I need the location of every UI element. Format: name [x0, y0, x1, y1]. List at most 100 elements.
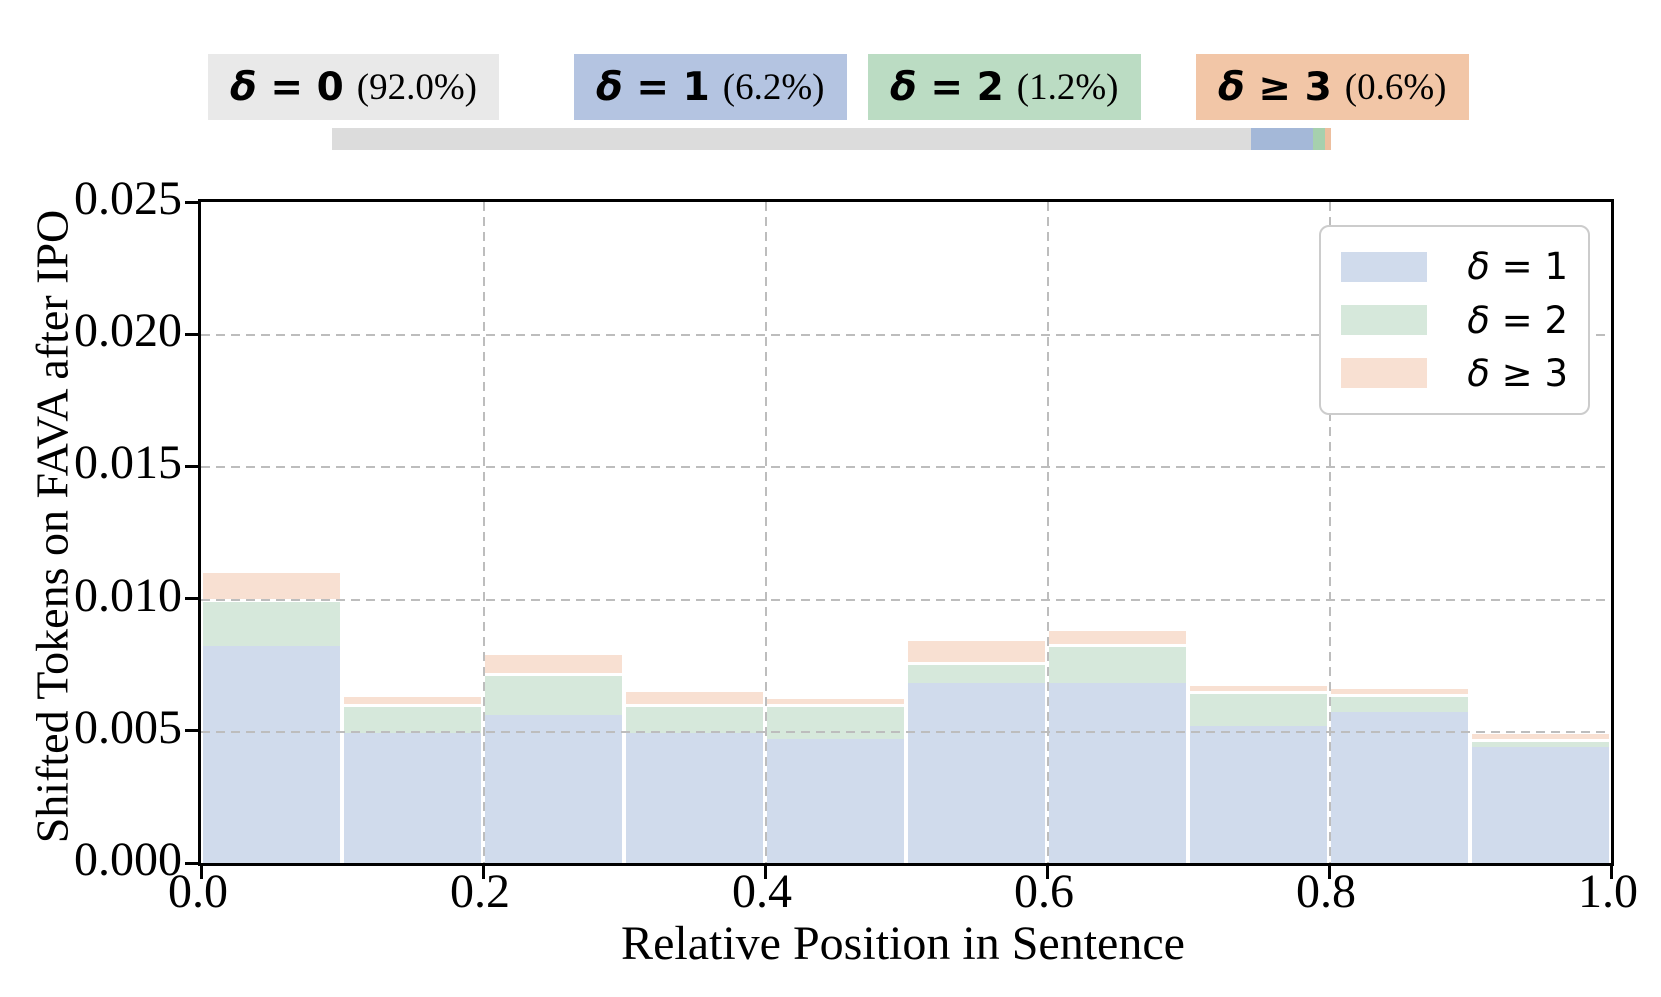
chip-percent-label: (0.6%) [1344, 66, 1447, 108]
y-tick-label: 0.005 [74, 700, 182, 754]
bar-segment [1049, 683, 1186, 863]
chip-delta-label: δ = 2 [890, 64, 1004, 110]
bar-segment [344, 693, 481, 705]
bar-segment [626, 733, 763, 863]
delta-symbol: δ [230, 64, 257, 110]
chip-delta-label: δ = 0 [230, 64, 344, 110]
delta-proportion-bar [332, 128, 1331, 150]
y-tick-mark [185, 332, 198, 336]
bar-column [624, 202, 765, 863]
v-gridline [1329, 202, 1331, 863]
delta-chip: δ = 2 (1.2%) [868, 54, 1141, 120]
legend-swatch [1341, 358, 1427, 389]
bar-column [1329, 202, 1470, 863]
bar-segment [1190, 725, 1327, 863]
bar-segment [908, 662, 1045, 684]
legend-label: δ = 2 [1467, 298, 1568, 342]
delta-symbol: δ [1467, 298, 1490, 342]
y-tick-mark [185, 200, 198, 204]
bar-column [1470, 202, 1611, 863]
bar-column [342, 202, 483, 863]
y-tick-label: 0.020 [74, 304, 182, 358]
bar-segment [1331, 712, 1468, 863]
bar-segment [1331, 685, 1468, 694]
bar-segment [203, 569, 340, 599]
bar-segment [485, 714, 622, 863]
bar-column [1188, 202, 1329, 863]
bar-segment [908, 683, 1045, 863]
bar-segment [767, 696, 904, 705]
x-tick-mark [199, 866, 203, 879]
plot-area: δ = 1 δ = 2 δ ≥ 3 [185, 199, 1614, 879]
chip-delta-label: δ ≥ 3 [1218, 64, 1332, 110]
y-tick-mark [185, 729, 198, 733]
bar-segment [1190, 691, 1327, 726]
proportion-segment [1313, 128, 1325, 150]
x-tick-label: 0.4 [732, 865, 792, 918]
bar-segment [485, 672, 622, 715]
bar-segment [344, 704, 481, 734]
h-gridline [201, 598, 1611, 601]
x-tick-mark [1609, 866, 1613, 879]
legend-entry: δ = 2 [1341, 299, 1568, 342]
v-gridline [765, 202, 767, 863]
bar-column [201, 202, 342, 863]
bar-segment [1049, 627, 1186, 644]
x-tick-label: 0.8 [1296, 865, 1356, 918]
h-gridline [201, 730, 1611, 733]
bar-segment [1472, 738, 1609, 747]
chip-percent-label: (92.0%) [356, 66, 477, 108]
y-tick-mark [185, 464, 198, 468]
y-tick-label: 0.010 [74, 568, 182, 622]
x-tick-mark [1327, 866, 1331, 879]
bar-segment [626, 688, 763, 705]
bar-segment [767, 738, 904, 863]
legend-entry: δ = 1 [1341, 245, 1568, 288]
bar-segment [908, 638, 1045, 663]
delta-chip: δ = 1 (6.2%) [574, 54, 847, 120]
bar-segment [767, 704, 904, 739]
bar-segment [1472, 746, 1609, 863]
x-tick-label: 0.6 [1014, 865, 1074, 918]
x-tick-label: 0.0 [168, 865, 228, 918]
y-tick-label: 0.000 [74, 833, 182, 886]
x-tick-mark [481, 866, 485, 879]
h-gridline [201, 466, 1611, 469]
proportion-segment [332, 128, 1252, 150]
proportion-segment [1325, 128, 1331, 150]
legend: δ = 1 δ = 2 δ ≥ 3 [1319, 225, 1590, 415]
bar-segment [485, 651, 622, 673]
legend-label: δ = 1 [1467, 245, 1568, 289]
chip-delta-label: δ = 1 [596, 64, 710, 110]
y-tick-label: 0.025 [74, 172, 182, 225]
bar-column [483, 202, 624, 863]
proportion-segment [1251, 128, 1314, 150]
chip-percent-label: (6.2%) [722, 66, 825, 108]
y-tick-mark [185, 861, 198, 865]
y-tick-label: 0.015 [74, 436, 182, 490]
x-tick-mark [763, 866, 767, 879]
delta-symbol: δ [1218, 64, 1245, 110]
bar-segment [1049, 643, 1186, 684]
bar-segment [344, 733, 481, 863]
delta-symbol: δ [890, 64, 917, 110]
delta-symbol: δ [596, 64, 623, 110]
x-axis-label: Relative Position in Sentence [621, 917, 1185, 970]
delta-chip: δ = 0 (92.0%) [208, 54, 499, 120]
x-tick-label: 0.2 [450, 865, 510, 918]
bar-segment [626, 704, 763, 734]
delta-symbol: δ [1467, 245, 1490, 289]
legend-swatch [1341, 305, 1427, 335]
histogram-bars [201, 202, 1611, 863]
bar-column [765, 202, 906, 863]
y-axis-label: Shifted Tokens on FAVA after IPO [26, 209, 78, 844]
chip-percent-label: (1.2%) [1016, 66, 1119, 108]
v-gridline [1047, 202, 1049, 863]
v-gridline [483, 202, 485, 863]
delta-symbol: δ [1467, 351, 1490, 395]
x-tick-mark [1045, 866, 1049, 879]
legend-swatch [1341, 251, 1427, 282]
bar-segment [203, 646, 340, 863]
bar-segment [1331, 693, 1468, 713]
